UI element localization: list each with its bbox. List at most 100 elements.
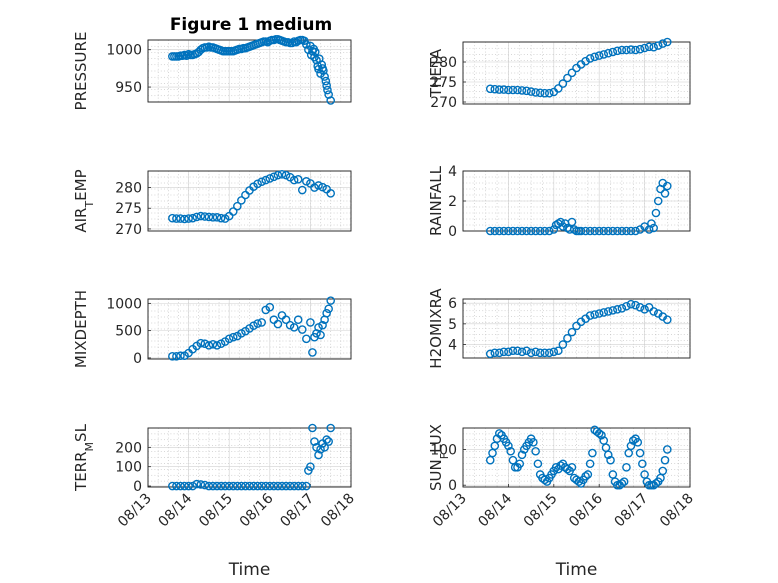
data-point — [522, 226, 531, 236]
data-point — [318, 182, 327, 192]
data-point — [551, 463, 561, 472]
data-point — [184, 214, 193, 223]
data-point — [594, 226, 604, 236]
axes-frame — [462, 298, 691, 359]
data-point — [544, 348, 554, 358]
subplot-mixdepth: 0 500 1000 MIXDEPTH — [72, 290, 352, 368]
data-point — [216, 481, 226, 491]
data-point — [563, 334, 572, 343]
data-point — [261, 481, 271, 491]
data-point — [289, 323, 299, 332]
data-point — [320, 443, 329, 452]
data-point — [253, 319, 262, 328]
data-point — [228, 207, 238, 216]
data-point — [597, 430, 606, 440]
data-point — [651, 479, 661, 488]
y-tick-label: 0 — [133, 479, 142, 495]
data-point — [513, 346, 522, 356]
data-point — [622, 463, 631, 472]
y-axis-label: AIRTEMP — [72, 169, 96, 232]
data-point — [208, 213, 218, 222]
data-point — [653, 196, 663, 206]
data-point — [196, 338, 206, 348]
data-point — [558, 340, 568, 349]
data-point — [517, 347, 527, 357]
data-point — [224, 334, 234, 344]
y-tick-label: 275 — [430, 75, 457, 91]
data-point — [549, 225, 559, 234]
data-point — [322, 308, 331, 318]
data-point — [606, 455, 615, 465]
y-tick-label: 2 — [448, 194, 457, 210]
y-tick-label: 950 — [115, 80, 142, 96]
data-point — [635, 44, 645, 54]
data-point — [513, 85, 522, 95]
data-point — [613, 305, 622, 314]
data-point — [285, 320, 295, 330]
data-point — [522, 86, 531, 96]
data-point — [526, 348, 536, 358]
data-point — [216, 339, 226, 349]
data-point — [631, 45, 640, 55]
data-point — [188, 213, 197, 223]
data-point — [196, 211, 206, 221]
data-point — [326, 296, 336, 305]
data-point — [526, 226, 536, 236]
data-point — [245, 481, 254, 491]
data-point — [220, 481, 230, 491]
data-point — [269, 172, 279, 182]
data-point — [549, 347, 559, 357]
data-point — [631, 300, 640, 310]
y-axis-label: SUNFLUX — [427, 424, 451, 491]
data-point — [253, 481, 262, 491]
data-point — [249, 481, 258, 491]
axes-frame — [147, 298, 352, 360]
data-point — [323, 85, 332, 95]
data-point — [619, 477, 629, 486]
data-point — [644, 42, 654, 52]
data-point — [638, 459, 647, 469]
data-point — [540, 475, 550, 485]
data-point — [585, 54, 595, 63]
data-point — [216, 213, 226, 223]
data-point — [314, 450, 323, 460]
data-point — [594, 51, 604, 60]
y-axis-label: MIXDEPTH — [72, 290, 90, 368]
data-point — [485, 226, 495, 236]
data-point — [508, 226, 518, 236]
data-point — [617, 304, 627, 313]
data-point — [319, 66, 328, 75]
data-point — [490, 226, 500, 236]
data-point — [499, 347, 509, 357]
data-point — [515, 459, 525, 469]
data-point — [281, 315, 291, 325]
data-point — [180, 214, 189, 224]
data-point — [608, 47, 618, 57]
data-point — [200, 212, 210, 221]
data-point — [603, 48, 613, 58]
data-point — [594, 309, 604, 318]
data-point — [504, 347, 513, 357]
data-point — [490, 348, 500, 358]
data-point — [281, 170, 291, 180]
data-point — [485, 349, 495, 359]
x-axis-label: Time — [228, 560, 271, 580]
data-point — [273, 481, 283, 491]
data-point — [306, 462, 315, 471]
data-point — [508, 85, 518, 95]
data-point — [233, 201, 242, 211]
y-axis-label: H2OMIXRA — [427, 288, 445, 369]
data-point — [603, 226, 613, 236]
data-point — [326, 96, 336, 105]
data-point — [658, 466, 668, 476]
data-point — [176, 481, 185, 491]
data-point — [485, 84, 495, 94]
data-point — [269, 481, 279, 491]
data-point — [574, 477, 584, 486]
data-point — [297, 185, 307, 195]
data-point — [310, 183, 319, 192]
y-tick-label: 5 — [448, 317, 457, 333]
data-point — [608, 306, 618, 315]
data-point — [581, 226, 590, 236]
data-point — [182, 51, 191, 60]
